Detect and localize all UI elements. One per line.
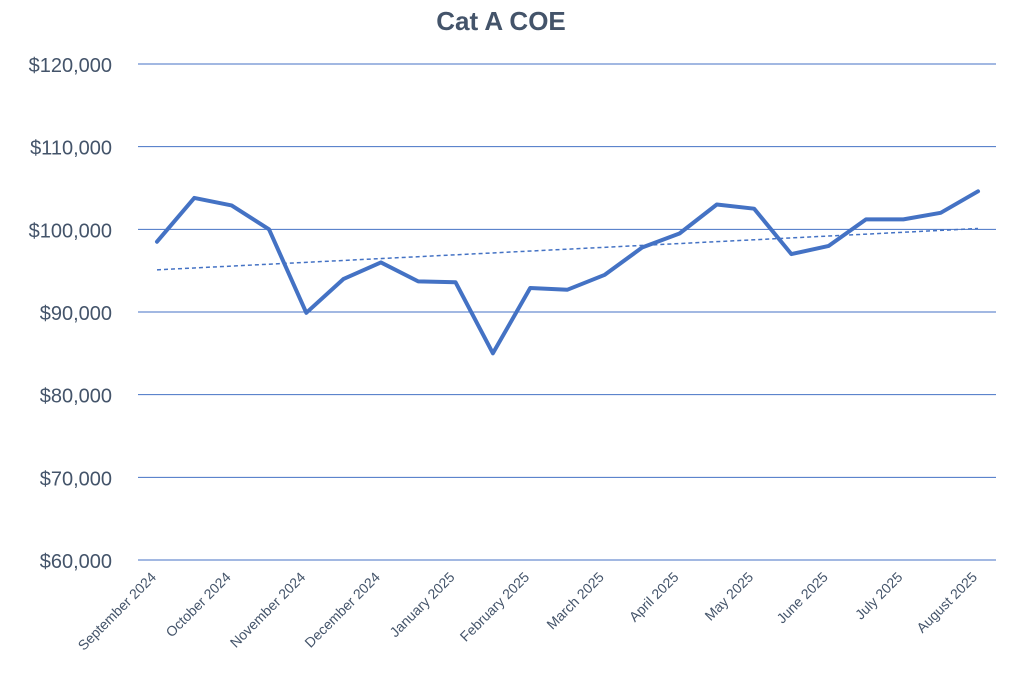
x-tick-label: May 2025 xyxy=(701,569,756,624)
x-tick-label: January 2025 xyxy=(386,569,457,640)
data-point xyxy=(677,231,681,235)
x-tick-label: April 2025 xyxy=(626,569,682,625)
x-tick-label: October 2024 xyxy=(162,569,233,640)
data-point xyxy=(566,288,570,292)
x-tick-label: November 2024 xyxy=(227,569,309,651)
y-axis-tick-labels: $60,000 $70,000 $80,000 $90,000 $100,000 $110… xyxy=(29,55,112,573)
y-tick-label: $110,000 xyxy=(30,138,112,160)
chart-title: Cat A COE xyxy=(436,6,566,36)
data-point xyxy=(640,246,644,250)
trendline xyxy=(156,227,979,271)
data-point xyxy=(901,217,905,221)
x-tick-label: March 2025 xyxy=(543,569,607,633)
data-point xyxy=(715,203,719,207)
data-point xyxy=(230,203,234,207)
data-point xyxy=(752,207,756,211)
x-tick-label: August 2025 xyxy=(913,569,980,636)
y-tick-label: $100,000 xyxy=(29,220,112,242)
data-point xyxy=(267,227,271,231)
data-point xyxy=(827,244,831,248)
x-tick-label: July 2025 xyxy=(852,569,906,623)
data-point xyxy=(454,280,458,284)
data-point xyxy=(976,189,980,193)
data-point xyxy=(528,286,532,290)
y-tick-label: $80,000 xyxy=(40,386,112,408)
data-point xyxy=(304,311,308,315)
data-point xyxy=(603,273,607,277)
data-point xyxy=(155,240,159,244)
x-tick-label: December 2024 xyxy=(301,569,383,651)
y-tick-label: $120,000 xyxy=(29,55,112,77)
x-tick-label: June 2025 xyxy=(773,569,831,627)
data-lines xyxy=(155,189,980,356)
y-tick-label: $90,000 xyxy=(40,303,112,325)
data-point xyxy=(342,277,346,281)
cat-a-coe-line xyxy=(155,189,980,356)
x-tick-label: September 2024 xyxy=(75,569,160,654)
data-point xyxy=(789,252,793,256)
x-tick-label: February 2025 xyxy=(457,569,533,645)
data-point xyxy=(416,279,420,283)
y-tick-label: $70,000 xyxy=(40,468,112,490)
y-tick-label: $60,000 xyxy=(40,551,112,573)
data-point xyxy=(864,217,868,221)
data-point xyxy=(379,260,383,264)
data-point xyxy=(192,196,196,200)
data-point xyxy=(939,211,943,215)
data-point xyxy=(491,351,495,355)
gridlines xyxy=(138,63,996,561)
